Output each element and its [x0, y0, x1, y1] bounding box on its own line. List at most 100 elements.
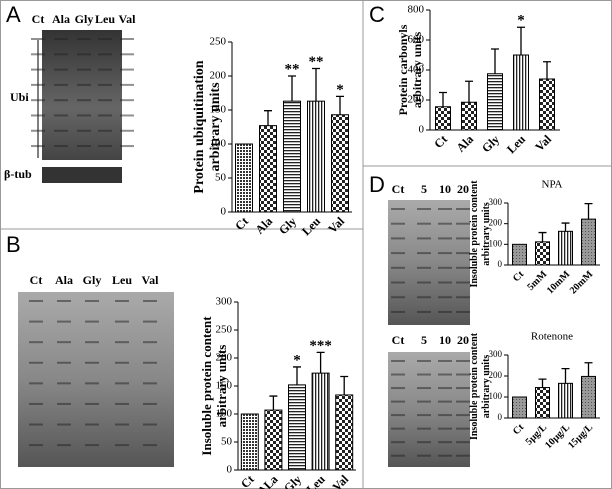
bar — [235, 143, 253, 213]
blot-band — [438, 237, 452, 240]
blot-band — [456, 310, 470, 313]
blot-band — [57, 382, 71, 385]
bar — [283, 100, 301, 213]
significance-stars: *** — [309, 338, 332, 354]
y-axis-label-line: arbitrary units — [481, 355, 492, 419]
y-tick-label: 400 — [408, 64, 425, 76]
y-axis-label: Insoluble protein contentarbitrary units — [469, 180, 492, 288]
error-bar — [439, 91, 447, 107]
blot-band — [391, 222, 405, 225]
y-axis-label-line: Insoluble protein content — [199, 316, 214, 456]
blot-band — [120, 114, 134, 117]
blot-band — [417, 281, 431, 284]
y-tick-label: 200 — [489, 370, 503, 380]
bar — [512, 243, 527, 266]
lane-label: 5 — [421, 333, 427, 347]
blot-band — [438, 427, 452, 430]
lane-label: Ct — [392, 182, 405, 196]
blot-band — [31, 53, 45, 56]
significance-stars: * — [336, 82, 344, 98]
blot-band — [31, 68, 45, 71]
blot-band — [120, 145, 134, 148]
blot-band — [54, 38, 68, 40]
significance-stars: * — [517, 13, 525, 29]
x-tick-label: Leu — [304, 472, 328, 489]
blot-band — [54, 68, 68, 71]
blot-band — [438, 414, 452, 417]
y-tick-label: 100 — [489, 391, 503, 401]
y-tick-label: 150 — [210, 104, 227, 116]
blot-band — [120, 53, 134, 56]
error-bar — [336, 95, 344, 115]
blot-band — [438, 454, 452, 457]
error-bar — [491, 48, 499, 74]
blot-band — [77, 53, 91, 56]
y-tick-label: 50 — [221, 436, 233, 448]
lane-label: Ct — [392, 333, 405, 347]
blot-band — [456, 360, 470, 362]
blot-band — [77, 145, 91, 148]
significance-stars: * — [293, 352, 301, 368]
blot-band — [417, 387, 431, 390]
blot-band — [29, 300, 43, 302]
x-tick-label: Ct — [232, 214, 251, 233]
x-tick-label: Ct — [511, 422, 527, 438]
error-bar — [538, 231, 547, 242]
lane-label: Leu — [112, 273, 132, 287]
bar — [335, 394, 354, 471]
blot-band — [31, 99, 45, 102]
blot-band — [417, 222, 431, 225]
lane-label: Gly — [75, 12, 94, 26]
blot-band — [456, 296, 470, 299]
bar — [581, 218, 596, 266]
blot-band — [115, 444, 129, 447]
blot-band — [456, 222, 470, 225]
lane-label: Ala — [55, 273, 73, 287]
blot-band — [438, 296, 452, 299]
blot-band — [77, 38, 91, 40]
blot-band — [85, 320, 99, 323]
bar — [259, 125, 277, 213]
bar — [558, 230, 573, 266]
bar — [558, 382, 573, 419]
blot-band — [391, 281, 405, 284]
blot-band — [417, 252, 431, 255]
error-bar — [584, 362, 593, 377]
blot-band — [29, 444, 43, 447]
blot-band — [115, 320, 129, 323]
y-tick-label: 200 — [489, 218, 503, 228]
bar — [240, 413, 259, 471]
blot-band — [391, 266, 405, 269]
y-tick-label: 0 — [498, 412, 503, 422]
blot-band — [57, 300, 71, 302]
y-tick-label: 150 — [216, 380, 233, 392]
x-tick-label: Ala — [252, 214, 275, 237]
blot-band — [143, 341, 157, 344]
blot-band — [417, 454, 431, 457]
y-axis-label-line: arbitrary units — [214, 345, 229, 428]
x-tick-label: Leu — [504, 132, 528, 156]
lane-label: 20 — [457, 333, 469, 347]
blot-band — [391, 454, 405, 457]
y-tick-label: 0 — [498, 259, 503, 269]
y-tick-label: 300 — [489, 349, 503, 359]
y-tick-label: 50 — [215, 172, 227, 184]
bar — [513, 54, 529, 131]
blot-band — [77, 99, 91, 102]
y-tick-label: 600 — [408, 34, 425, 46]
blot-band — [29, 382, 43, 385]
error-bar — [543, 61, 551, 79]
y-tick-label: 100 — [489, 238, 503, 248]
bar — [535, 241, 550, 266]
blot-band — [143, 444, 157, 447]
blot-band — [120, 68, 134, 71]
blot-band — [54, 114, 68, 117]
bar — [539, 78, 555, 131]
blot-label: β-tub — [4, 167, 32, 181]
bar — [435, 106, 451, 131]
blot-band — [391, 427, 405, 430]
blot-band — [77, 114, 91, 117]
blot-band — [391, 310, 405, 313]
bar — [512, 396, 527, 419]
y-axis-label-line: arbitrary units — [208, 82, 223, 172]
